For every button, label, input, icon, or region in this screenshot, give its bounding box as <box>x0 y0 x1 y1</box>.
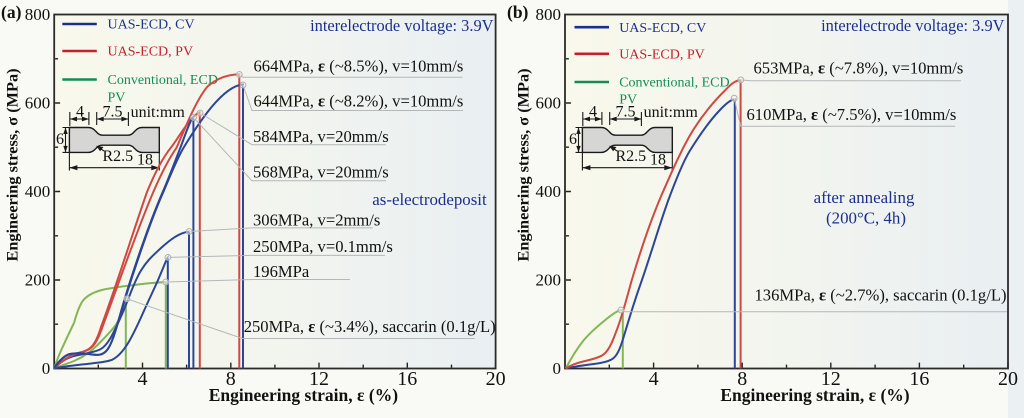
svg-text:400: 400 <box>25 182 51 201</box>
svg-text:196MPa: 196MPa <box>253 262 310 281</box>
svg-text:after annealing: after annealing <box>814 188 915 207</box>
svg-text:(a): (a) <box>1 2 22 22</box>
svg-text:568MPa, v=20mm/s: 568MPa, v=20mm/s <box>253 163 389 182</box>
svg-text:(b): (b) <box>507 2 529 22</box>
svg-text:4: 4 <box>589 104 597 121</box>
svg-text:Engineering strain, ε (%): Engineering strain, ε (%) <box>209 385 398 405</box>
svg-text:4: 4 <box>76 104 84 121</box>
svg-text:136MPa, ε (~2.7%), saccarin (0: 136MPa, ε (~2.7%), saccarin (0.1g/L) <box>754 286 1006 305</box>
svg-text:Conventional, ECD: Conventional, ECD <box>619 76 729 91</box>
svg-text:800: 800 <box>25 5 51 24</box>
svg-text:4: 4 <box>138 368 148 390</box>
svg-text:as-electrodeposit: as-electrodeposit <box>372 190 487 209</box>
svg-text:6: 6 <box>56 131 64 148</box>
svg-text:16: 16 <box>909 368 929 390</box>
svg-text:400: 400 <box>536 182 562 201</box>
svg-text:Engineering stress, σ (MPa): Engineering stress, σ (MPa) <box>514 68 533 261</box>
svg-text:unit:mm: unit:mm <box>131 104 186 121</box>
svg-text:0: 0 <box>553 359 562 378</box>
svg-text:664MPa, ε (~8.5%), v=10mm/s: 664MPa, ε (~8.5%), v=10mm/s <box>254 57 464 76</box>
svg-text:UAS-ECD, PV: UAS-ECD, PV <box>619 48 705 63</box>
svg-text:12: 12 <box>821 368 841 390</box>
svg-text:200: 200 <box>25 271 51 290</box>
svg-text:UAS-ECD, CV: UAS-ECD, CV <box>619 21 706 36</box>
svg-text:UAS-ECD, PV: UAS-ECD, PV <box>108 45 194 60</box>
svg-text:610MPa, ε (~7.5%), v=10mm/s: 610MPa, ε (~7.5%), v=10mm/s <box>747 105 957 124</box>
svg-text:interelectrode voltage: 3.9V: interelectrode voltage: 3.9V <box>821 16 1005 35</box>
svg-text:Engineering strain, ε (%): Engineering strain, ε (%) <box>720 385 909 405</box>
svg-text:R2.5: R2.5 <box>103 148 134 165</box>
svg-text:12: 12 <box>309 368 329 390</box>
svg-text:PV: PV <box>108 91 126 106</box>
svg-text:Conventional, ECD: Conventional, ECD <box>108 73 218 88</box>
svg-text:8: 8 <box>737 368 747 390</box>
svg-text:250MPa, v=0.1mm/s: 250MPa, v=0.1mm/s <box>253 237 393 256</box>
svg-text:interelectrode voltage: 3.9V: interelectrode voltage: 3.9V <box>310 16 494 35</box>
svg-text:6: 6 <box>569 131 577 148</box>
svg-text:584MPa, v=20mm/s: 584MPa, v=20mm/s <box>253 127 389 146</box>
svg-text:R2.5: R2.5 <box>616 148 647 165</box>
svg-text:20: 20 <box>998 368 1018 390</box>
svg-text:250MPa, ε (~3.4%), saccarin (0: 250MPa, ε (~3.4%), saccarin (0.1g/L) <box>244 317 496 336</box>
svg-text:7.5: 7.5 <box>103 104 123 121</box>
svg-text:200: 200 <box>536 271 562 290</box>
svg-text:8: 8 <box>226 368 236 390</box>
svg-text:800: 800 <box>536 5 562 24</box>
svg-text:7.5: 7.5 <box>616 104 636 121</box>
svg-text:18: 18 <box>137 152 153 169</box>
svg-text:306MPa, v=2mm/s: 306MPa, v=2mm/s <box>253 210 380 229</box>
svg-text:16: 16 <box>397 368 417 390</box>
svg-text:UAS-ECD, CV: UAS-ECD, CV <box>108 18 195 33</box>
svg-text:Engineering stress, σ (MPa): Engineering stress, σ (MPa) <box>3 68 22 261</box>
svg-text:600: 600 <box>536 94 562 113</box>
svg-text:20: 20 <box>486 368 506 390</box>
svg-text:PV: PV <box>619 93 637 108</box>
svg-text:18: 18 <box>650 152 666 169</box>
svg-text:600: 600 <box>25 94 51 113</box>
svg-text:4: 4 <box>649 368 659 390</box>
svg-text:(200°C, 4h): (200°C, 4h) <box>826 208 906 227</box>
svg-text:644MPa, ε (~8.2%), v=10mm/s: 644MPa, ε (~8.2%), v=10mm/s <box>254 92 464 111</box>
svg-text:unit:mm: unit:mm <box>644 104 699 121</box>
svg-text:0: 0 <box>42 359 51 378</box>
svg-text:653MPa, ε (~7.8%), v=10mm/s: 653MPa, ε (~7.8%), v=10mm/s <box>754 58 964 77</box>
